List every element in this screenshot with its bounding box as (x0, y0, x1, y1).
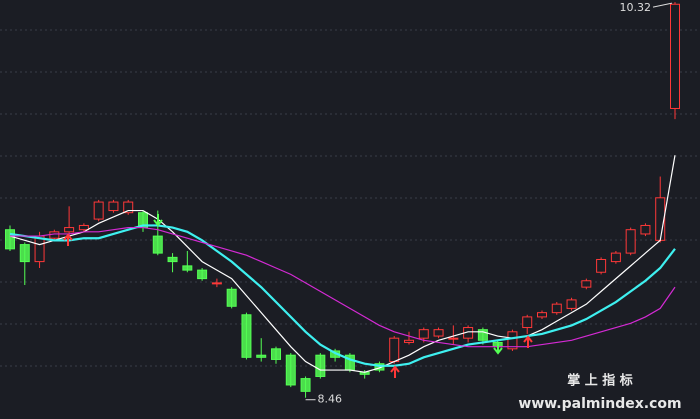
moving-average (9, 224, 676, 367)
candle-body (271, 348, 281, 360)
candle-body (433, 329, 444, 337)
candle-body (152, 235, 163, 254)
candle-body (93, 201, 104, 220)
candle-body (197, 269, 208, 280)
candle-body (123, 201, 134, 214)
watermark-url: www.palmindex.com (518, 396, 681, 412)
max-arrow (652, 2, 673, 8)
watermark-title: 掌 上 指 标 (567, 373, 633, 389)
buy-signal (63, 233, 73, 246)
candle-body (285, 354, 296, 386)
candle-body (78, 224, 89, 231)
candle-body (34, 235, 45, 263)
moving-average (10, 226, 676, 348)
sell-signal (153, 214, 163, 227)
candle-body (625, 229, 636, 254)
buy-signal (523, 335, 533, 348)
candle-body (49, 231, 60, 239)
sell-signal (493, 342, 503, 355)
candle-body (448, 337, 459, 340)
buy-signal (390, 365, 400, 378)
candle-body (256, 354, 267, 358)
max-label: 10.32 (620, 1, 652, 14)
candle-body (640, 224, 651, 235)
min-label: 8.46 (318, 393, 343, 406)
candle-body (566, 299, 577, 309)
plot: 10.32 8.46 (5, 1, 680, 406)
candle-body (167, 256, 178, 263)
candle-body (64, 227, 75, 233)
candle-body (19, 244, 30, 263)
moving-average (9, 155, 676, 373)
candle-body (389, 337, 400, 363)
candle-body (404, 339, 414, 343)
candle-body (300, 378, 311, 392)
candle-body (537, 312, 547, 318)
candle-body (522, 316, 533, 329)
signals (63, 214, 533, 378)
candle-body (226, 288, 237, 307)
candle-body (551, 303, 562, 314)
candle-body (211, 282, 222, 285)
candle-body (581, 280, 592, 288)
candle-body (5, 229, 15, 250)
candle-body (610, 252, 621, 263)
candle-body (315, 354, 326, 377)
candle-body (507, 331, 518, 350)
candle-body (241, 314, 252, 358)
candle-body (596, 258, 607, 273)
candle-body (670, 3, 680, 109)
watermark-box (505, 365, 700, 419)
candle-body (477, 329, 488, 341)
candle-body (108, 201, 119, 212)
candle-body (418, 329, 429, 339)
candle-body (182, 265, 193, 271)
